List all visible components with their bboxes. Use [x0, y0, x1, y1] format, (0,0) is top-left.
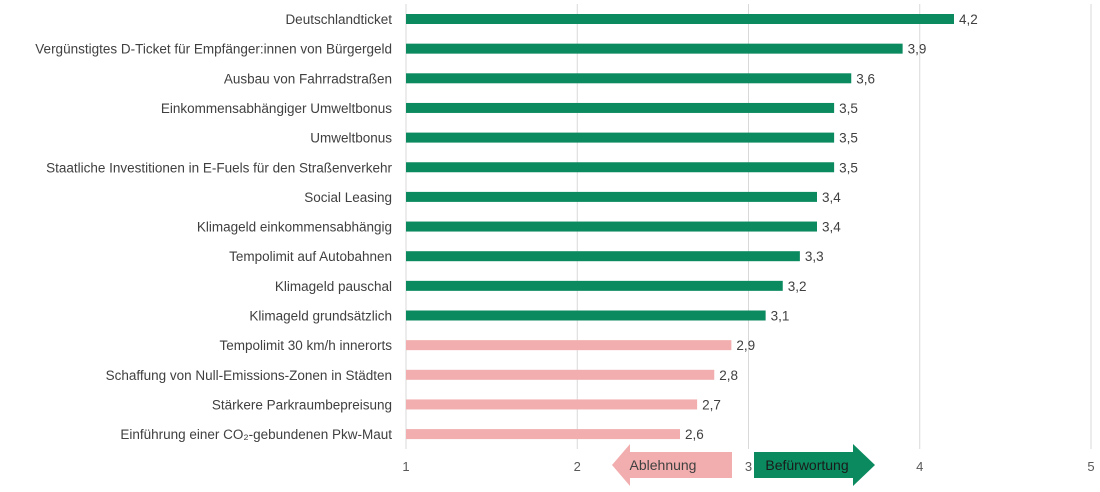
- bar: [406, 369, 715, 380]
- value-label: 3,9: [908, 42, 927, 57]
- bar: [406, 310, 766, 321]
- value-label: 3,4: [822, 220, 841, 235]
- bar: [406, 251, 800, 262]
- category-label: Klimageld einkommensabhängig: [197, 220, 392, 235]
- x-tick-label: 2: [574, 459, 581, 474]
- value-label: 3,5: [839, 160, 858, 175]
- value-label: 2,8: [719, 368, 738, 383]
- bar: [406, 429, 680, 440]
- category-labels: Deutschlandticket Vergünstigtes D-Ticket …: [35, 12, 392, 442]
- value-label: 3,6: [856, 71, 875, 86]
- bar: [406, 43, 903, 54]
- value-label: 2,7: [702, 397, 721, 412]
- category-label: Vergünstigtes D-Ticket für Empfänger:inn…: [35, 42, 392, 57]
- bar: [406, 14, 954, 24]
- bar: [406, 399, 698, 410]
- x-tick-label: 4: [916, 459, 923, 474]
- right-arrow-icon: [754, 444, 875, 486]
- value-label: 4,2: [959, 12, 978, 27]
- x-tick-label: 3: [745, 459, 752, 474]
- befuerwortung-label: Befürwortung: [765, 457, 848, 473]
- bar: [406, 280, 783, 291]
- bar: [406, 221, 817, 232]
- category-label: Klimageld grundsätzlich: [249, 309, 392, 324]
- category-label: Stärkere Parkraumbepreisung: [212, 397, 392, 412]
- bar: [406, 340, 732, 351]
- bars: [406, 14, 954, 440]
- category-label: Deutschlandticket: [285, 12, 392, 27]
- value-labels: 4,2 3,9 3,6 3,5 3,5 3,5 3,4 3,4 3,3 3,2 3,1 2,9 2,8 2…: [685, 12, 978, 442]
- category-label: Schaffung von Null-Emissions-Zonen in St…: [106, 368, 392, 383]
- value-label: 3,5: [839, 101, 858, 116]
- bar: [406, 102, 835, 113]
- category-label: Einführung einer CO₂-gebundenen Pkw-Maut: [120, 427, 392, 442]
- ablehnung-label: Ablehnung: [630, 457, 697, 473]
- bar: [406, 162, 835, 173]
- category-label: Social Leasing: [304, 190, 392, 205]
- ablehnung-arrow: Ablehnung: [612, 444, 732, 486]
- befuerwortung-arrow: Befürwortung: [754, 444, 875, 486]
- category-label: Tempolimit auf Autobahnen: [229, 249, 392, 264]
- category-label: Einkommensabhängiger Umweltbonus: [161, 101, 392, 116]
- category-label: Tempolimit 30 km/h innerorts: [219, 338, 392, 353]
- left-arrow-icon: [612, 444, 732, 486]
- bar: [406, 191, 817, 202]
- value-label: 3,1: [771, 309, 790, 324]
- category-label: Umweltbonus: [310, 131, 392, 146]
- value-label: 3,2: [788, 279, 807, 294]
- x-axis-ticks: 1 2 3 4 5: [402, 459, 1094, 474]
- category-label: Ausbau von Fahrradstraßen: [224, 71, 392, 86]
- value-label: 3,5: [839, 131, 858, 146]
- bar: [406, 132, 835, 143]
- value-label: 2,6: [685, 427, 704, 442]
- x-tick-label: 5: [1087, 459, 1094, 474]
- x-tick-label: 1: [402, 459, 409, 474]
- category-label: Staatliche Investitionen in E-Fuels für …: [46, 160, 392, 175]
- value-label: 2,9: [736, 338, 755, 353]
- category-label: Klimageld pauschal: [275, 279, 392, 294]
- value-label: 3,3: [805, 249, 824, 264]
- value-label: 3,4: [822, 190, 841, 205]
- bar: [406, 73, 852, 84]
